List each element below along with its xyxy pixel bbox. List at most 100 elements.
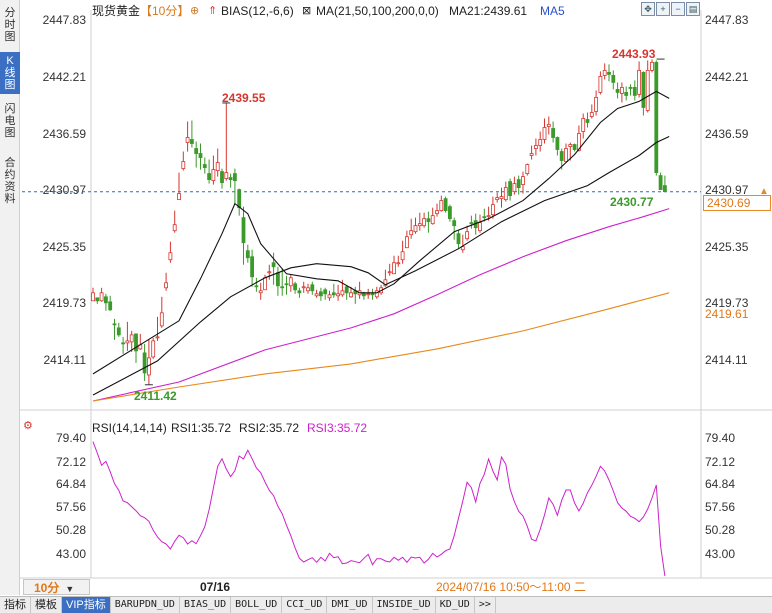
- tab-barupdn[interactable]: BARUPDN_UD: [111, 596, 180, 613]
- candle-body: [529, 153, 534, 156]
- candle-body: [417, 223, 422, 227]
- candle-body: [349, 292, 353, 298]
- candle-body: [435, 210, 439, 215]
- tab-vip-indicators[interactable]: VIP指标: [62, 596, 111, 613]
- candle-body: [663, 185, 667, 193]
- candle-body: [220, 171, 224, 183]
- candle-body: [250, 256, 255, 278]
- candle-body: [581, 118, 586, 132]
- candle-body: [361, 292, 366, 297]
- candle-body: [508, 181, 513, 197]
- candle-body: [301, 286, 306, 289]
- candle-body: [254, 285, 259, 288]
- tab-bias[interactable]: BIAS_UD: [180, 596, 232, 613]
- candle-body: [490, 204, 495, 216]
- candle-body: [637, 69, 641, 95]
- tab-more[interactable]: >>: [475, 596, 496, 613]
- candle-body: [478, 222, 482, 232]
- zoom-in-icon[interactable]: +: [656, 2, 670, 16]
- candle-body: [482, 216, 487, 219]
- candle-body: [538, 139, 543, 146]
- tab-contract-info[interactable]: 合约资料: [4, 157, 16, 205]
- y-tick-right: 2442.21: [705, 70, 749, 84]
- candle-body: [589, 112, 594, 117]
- period-label[interactable]: 【10分】: [140, 4, 190, 18]
- candle-body: [271, 262, 276, 268]
- rsi-title: RSI(14,14,14): [92, 421, 167, 435]
- candle-body: [645, 69, 650, 111]
- rsi2-value: RSI2:35.72: [239, 421, 300, 435]
- settings-icon[interactable]: ⊕: [190, 5, 200, 17]
- candle-body: [151, 340, 156, 358]
- candle-body: [499, 196, 504, 200]
- candle-body: [624, 92, 629, 96]
- tab-templates[interactable]: 模板: [31, 596, 62, 613]
- candle-body: [486, 215, 491, 218]
- tab-indicators[interactable]: 指标: [0, 596, 31, 613]
- candle-body: [452, 220, 457, 227]
- rsi-line: [92, 441, 666, 577]
- zoom-out-icon[interactable]: −: [671, 2, 685, 16]
- tab-kline[interactable]: K线图: [0, 52, 20, 94]
- rsi-tick-right: 72.12: [705, 455, 736, 469]
- rsi3-value: RSI3:35.72: [307, 421, 368, 435]
- candle-body: [620, 87, 624, 94]
- tab-timeshare[interactable]: 分时图: [4, 7, 16, 43]
- ma200-value-tag: 2419.61: [705, 307, 749, 321]
- candle-body: [503, 187, 508, 201]
- scroll-up-icon[interactable]: ▲: [759, 186, 769, 197]
- y-tick-right: 2436.59: [705, 127, 749, 141]
- candle-body: [658, 175, 663, 191]
- rsi-tick-right: 50.28: [705, 523, 736, 537]
- ma-label[interactable]: MA(21,50,100,200,0,0): [316, 4, 439, 18]
- tab-inside[interactable]: INSIDE_UD: [373, 596, 436, 613]
- candle-body: [512, 183, 517, 193]
- y-tick-left: 2430.97: [42, 183, 86, 197]
- candle-body: [525, 164, 530, 174]
- rsi-settings-icon[interactable]: ⚙: [23, 420, 33, 432]
- candle-body: [116, 327, 121, 336]
- candle-body: [275, 272, 280, 287]
- period-selector[interactable]: 10分 ▼: [23, 579, 90, 595]
- candle-body: [336, 293, 341, 297]
- candle-body: [516, 179, 521, 189]
- candle-body: [577, 133, 581, 151]
- candle-body: [232, 173, 237, 181]
- tab-boll[interactable]: BOLL_UD: [231, 596, 283, 613]
- candle-body: [177, 193, 181, 201]
- candle-body: [297, 290, 302, 294]
- tab-dmi[interactable]: DMI_UD: [327, 596, 373, 613]
- candle-body: [237, 189, 242, 209]
- candle-body: [430, 215, 435, 225]
- ma21-line: [92, 90, 670, 375]
- move-icon[interactable]: ✥: [641, 2, 655, 16]
- candle-body: [594, 97, 598, 112]
- candle-body: [293, 283, 298, 291]
- candle-body: [460, 246, 465, 251]
- candle-body: [383, 279, 388, 287]
- candle-body: [263, 277, 267, 291]
- candle-body: [344, 286, 349, 294]
- tab-cci[interactable]: CCI_UD: [282, 596, 328, 613]
- candle-body: [241, 217, 246, 244]
- rsi-tick-left: 43.00: [55, 547, 86, 561]
- candle-body: [146, 357, 151, 376]
- candle-body: [495, 197, 500, 201]
- tab-lightning[interactable]: 闪电图: [4, 103, 16, 139]
- ma5-label[interactable]: MA5: [540, 4, 565, 18]
- expand-icon[interactable]: ▤: [686, 2, 700, 16]
- y-tick-right: 2430.97: [705, 183, 749, 197]
- left-tab-strip: 分时图 K线图 闪电图 合约资料: [0, 0, 20, 595]
- indicator-tab-bar: 指标 模板 VIP指标 BARUPDN_UD BIAS_UD BOLL_UD C…: [0, 596, 772, 613]
- candle-body: [568, 144, 573, 147]
- candle-body: [409, 230, 414, 236]
- candle-body: [314, 293, 319, 297]
- up-arrow-icon: ⇑: [208, 5, 218, 17]
- candle-body: [632, 87, 637, 96]
- candle-body: [318, 291, 323, 297]
- candle-body: [288, 277, 293, 287]
- y-tick-left: 2447.83: [42, 13, 86, 27]
- bias-label[interactable]: BIAS(12,-6,6): [221, 4, 294, 18]
- ma50-line: [92, 136, 670, 396]
- tab-kd[interactable]: KD_UD: [436, 596, 475, 613]
